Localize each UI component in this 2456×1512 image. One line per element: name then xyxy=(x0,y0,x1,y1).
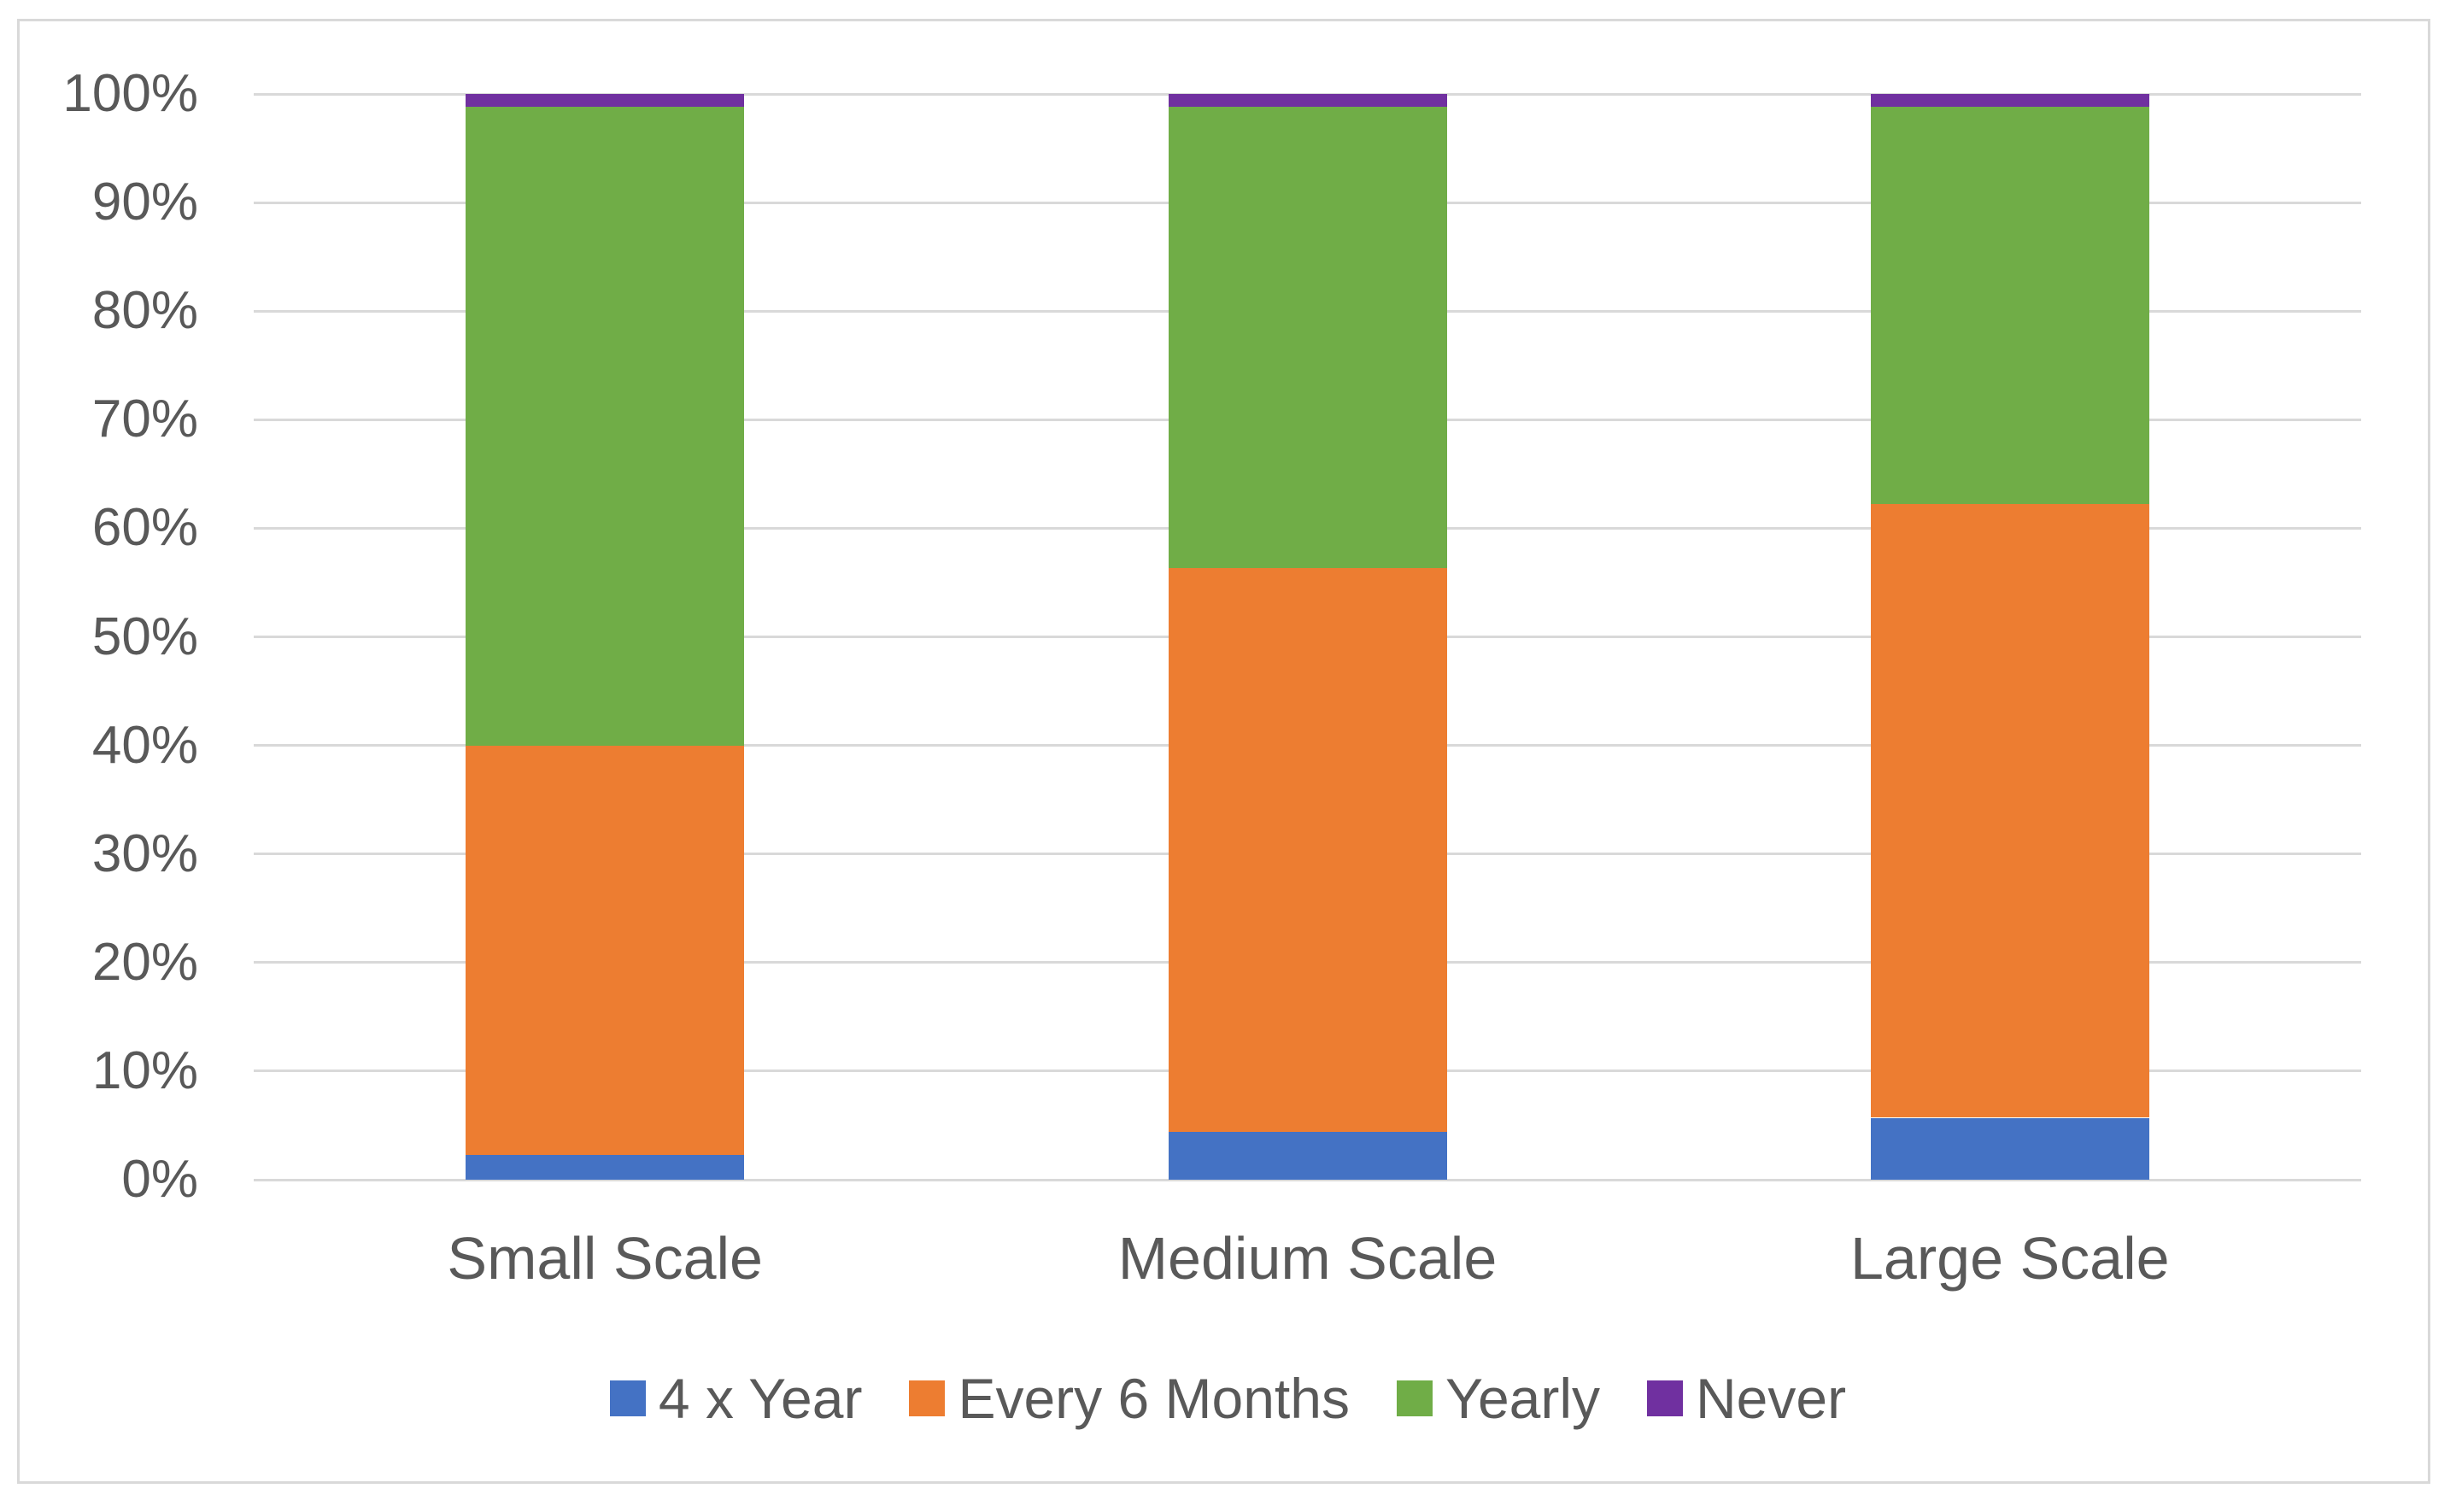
bar-segment-large-scale-yearly xyxy=(1870,107,2149,505)
y-tick-label-90: 90% xyxy=(91,173,198,232)
bar-segment-medium-scale-every-6-months xyxy=(1168,568,1447,1132)
legend-swatch-icon-every-6-months xyxy=(909,1380,946,1416)
bar-segment-large-scale-4-x-year xyxy=(1870,1117,2149,1180)
gridline-0 xyxy=(254,1178,2361,1181)
x-category-label-large-scale: Large Scale xyxy=(1850,1225,2170,1292)
legend-item-yearly: Yearly xyxy=(1396,1367,1601,1430)
y-tick-label-50: 50% xyxy=(91,607,198,666)
y-tick-label-70: 70% xyxy=(91,390,198,449)
y-tick-label-100: 100% xyxy=(62,64,198,123)
y-tick-label-80: 80% xyxy=(91,281,198,341)
legend-item-never: Never xyxy=(1647,1367,1846,1430)
legend-label-never: Never xyxy=(1696,1367,1847,1430)
legend-label-every-6-months: Every 6 Months xyxy=(958,1367,1350,1430)
bar-segment-small-scale-yearly xyxy=(466,107,745,746)
y-tick-label-40: 40% xyxy=(91,715,198,775)
legend: 4 x Year Every 6 Months Yearly Never xyxy=(0,1367,2456,1430)
x-category-label-small-scale: Small Scale xyxy=(447,1225,763,1292)
bar-segment-medium-scale-never xyxy=(1168,94,1447,108)
legend-item-every-6-months: Every 6 Months xyxy=(909,1367,1350,1430)
legend-item-4-x-year: 4 x Year xyxy=(609,1367,863,1430)
bar-segment-small-scale-every-6-months xyxy=(466,745,745,1155)
legend-label-yearly: Yearly xyxy=(1445,1367,1601,1430)
x-category-label-medium-scale: Medium Scale xyxy=(1117,1225,1498,1292)
y-tick-label-0: 0% xyxy=(121,1150,198,1209)
y-tick-label-60: 60% xyxy=(91,498,198,558)
bar-segment-large-scale-every-6-months xyxy=(1870,504,2149,1118)
y-tick-label-20: 20% xyxy=(91,932,198,992)
legend-label-4-x-year: 4 x Year xyxy=(658,1367,863,1430)
bar-segment-small-scale-4-x-year xyxy=(466,1154,745,1180)
bar-segment-medium-scale-4-x-year xyxy=(1168,1132,1447,1180)
legend-swatch-icon-4-x-year xyxy=(609,1380,646,1416)
bar-segment-medium-scale-yearly xyxy=(1168,107,1447,569)
bar-segment-small-scale-never xyxy=(466,94,745,108)
y-tick-label-10: 10% xyxy=(91,1040,198,1100)
legend-swatch-icon-never xyxy=(1647,1380,1684,1416)
y-tick-label-30: 30% xyxy=(91,823,198,883)
legend-swatch-icon-yearly xyxy=(1396,1380,1433,1416)
bar-segment-large-scale-never xyxy=(1870,94,2149,108)
